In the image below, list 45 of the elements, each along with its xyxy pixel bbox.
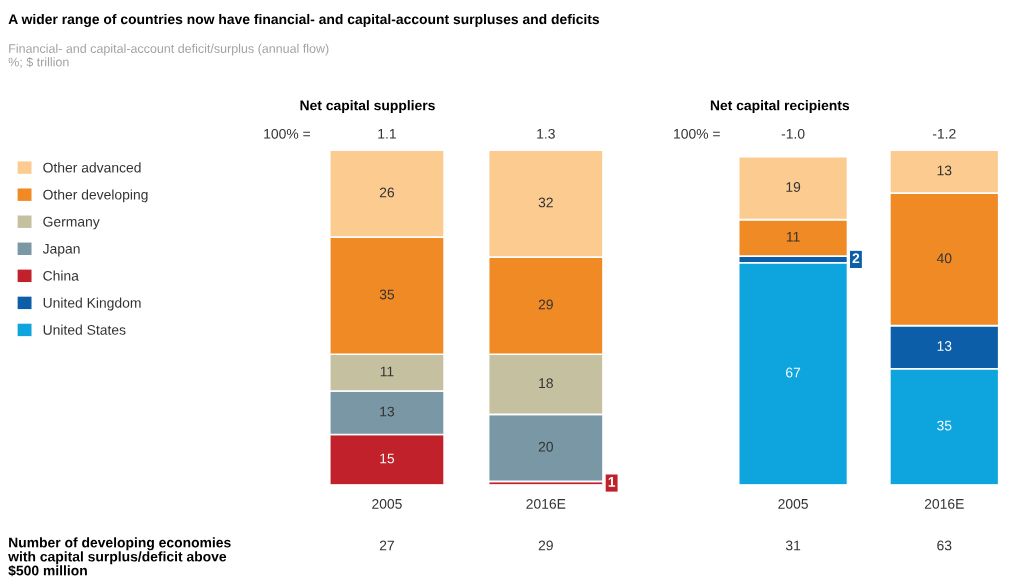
data-label: 35 [937,420,952,431]
data-label: 20 [538,441,553,452]
text: 29 [538,540,553,551]
text: 1.1 [378,129,396,139]
data-label: 13 [937,341,952,351]
text: 31 [785,540,801,551]
chart-title: A wider range of countries now have financial- and capital-account surpluses and deficits [8,13,600,27]
data-label: 11 [786,231,800,242]
text: 100% = [264,128,310,139]
x-tick-label: 2016E [526,498,566,509]
legend-label: United States [43,324,126,335]
chart-title: Net capital recipients [710,100,850,114]
x-tick-label: 2005 [372,498,402,509]
legend-label: China [43,270,79,281]
data-label: 29 [538,299,553,310]
data-label: 1 [608,477,616,487]
data-label: 40 [936,253,952,264]
text: Number of developing economies with capital surplus/deficit above $500 million [8,537,231,577]
data-label: 26 [379,187,395,198]
data-label: 13 [380,406,395,417]
text: 63 [937,540,952,551]
data-label: 35 [379,289,395,300]
data-label: 15 [380,453,395,464]
data-label: 2 [852,253,860,264]
text: -1.0 [781,128,805,139]
bar [737,261,849,485]
legend-label: Other advanced [43,162,141,173]
text: Financial- and capital-account deficit/surplus (annual flow) %; $ trillion [8,43,329,68]
data-label: 19 [786,182,801,192]
data-label: 11 [380,366,394,377]
legend-label: Japan [42,243,80,257]
text: Net capital suppliers [300,100,435,114]
legend-label: Germany [43,216,100,230]
text: 100% = [674,128,720,139]
x-tick-label: 2016E [924,498,964,509]
text: 27 [379,540,394,551]
legend-label: Other developing [43,189,148,203]
x-tick-label: 2005 [778,498,808,509]
data-label: 67 [786,367,801,378]
legend-label: United Kingdom [43,297,141,311]
text: 1.3 [537,128,555,139]
data-label: 32 [538,197,553,208]
text: -1.2 [932,128,956,139]
data-label: 13 [937,165,952,176]
data-label: 18 [539,378,553,389]
